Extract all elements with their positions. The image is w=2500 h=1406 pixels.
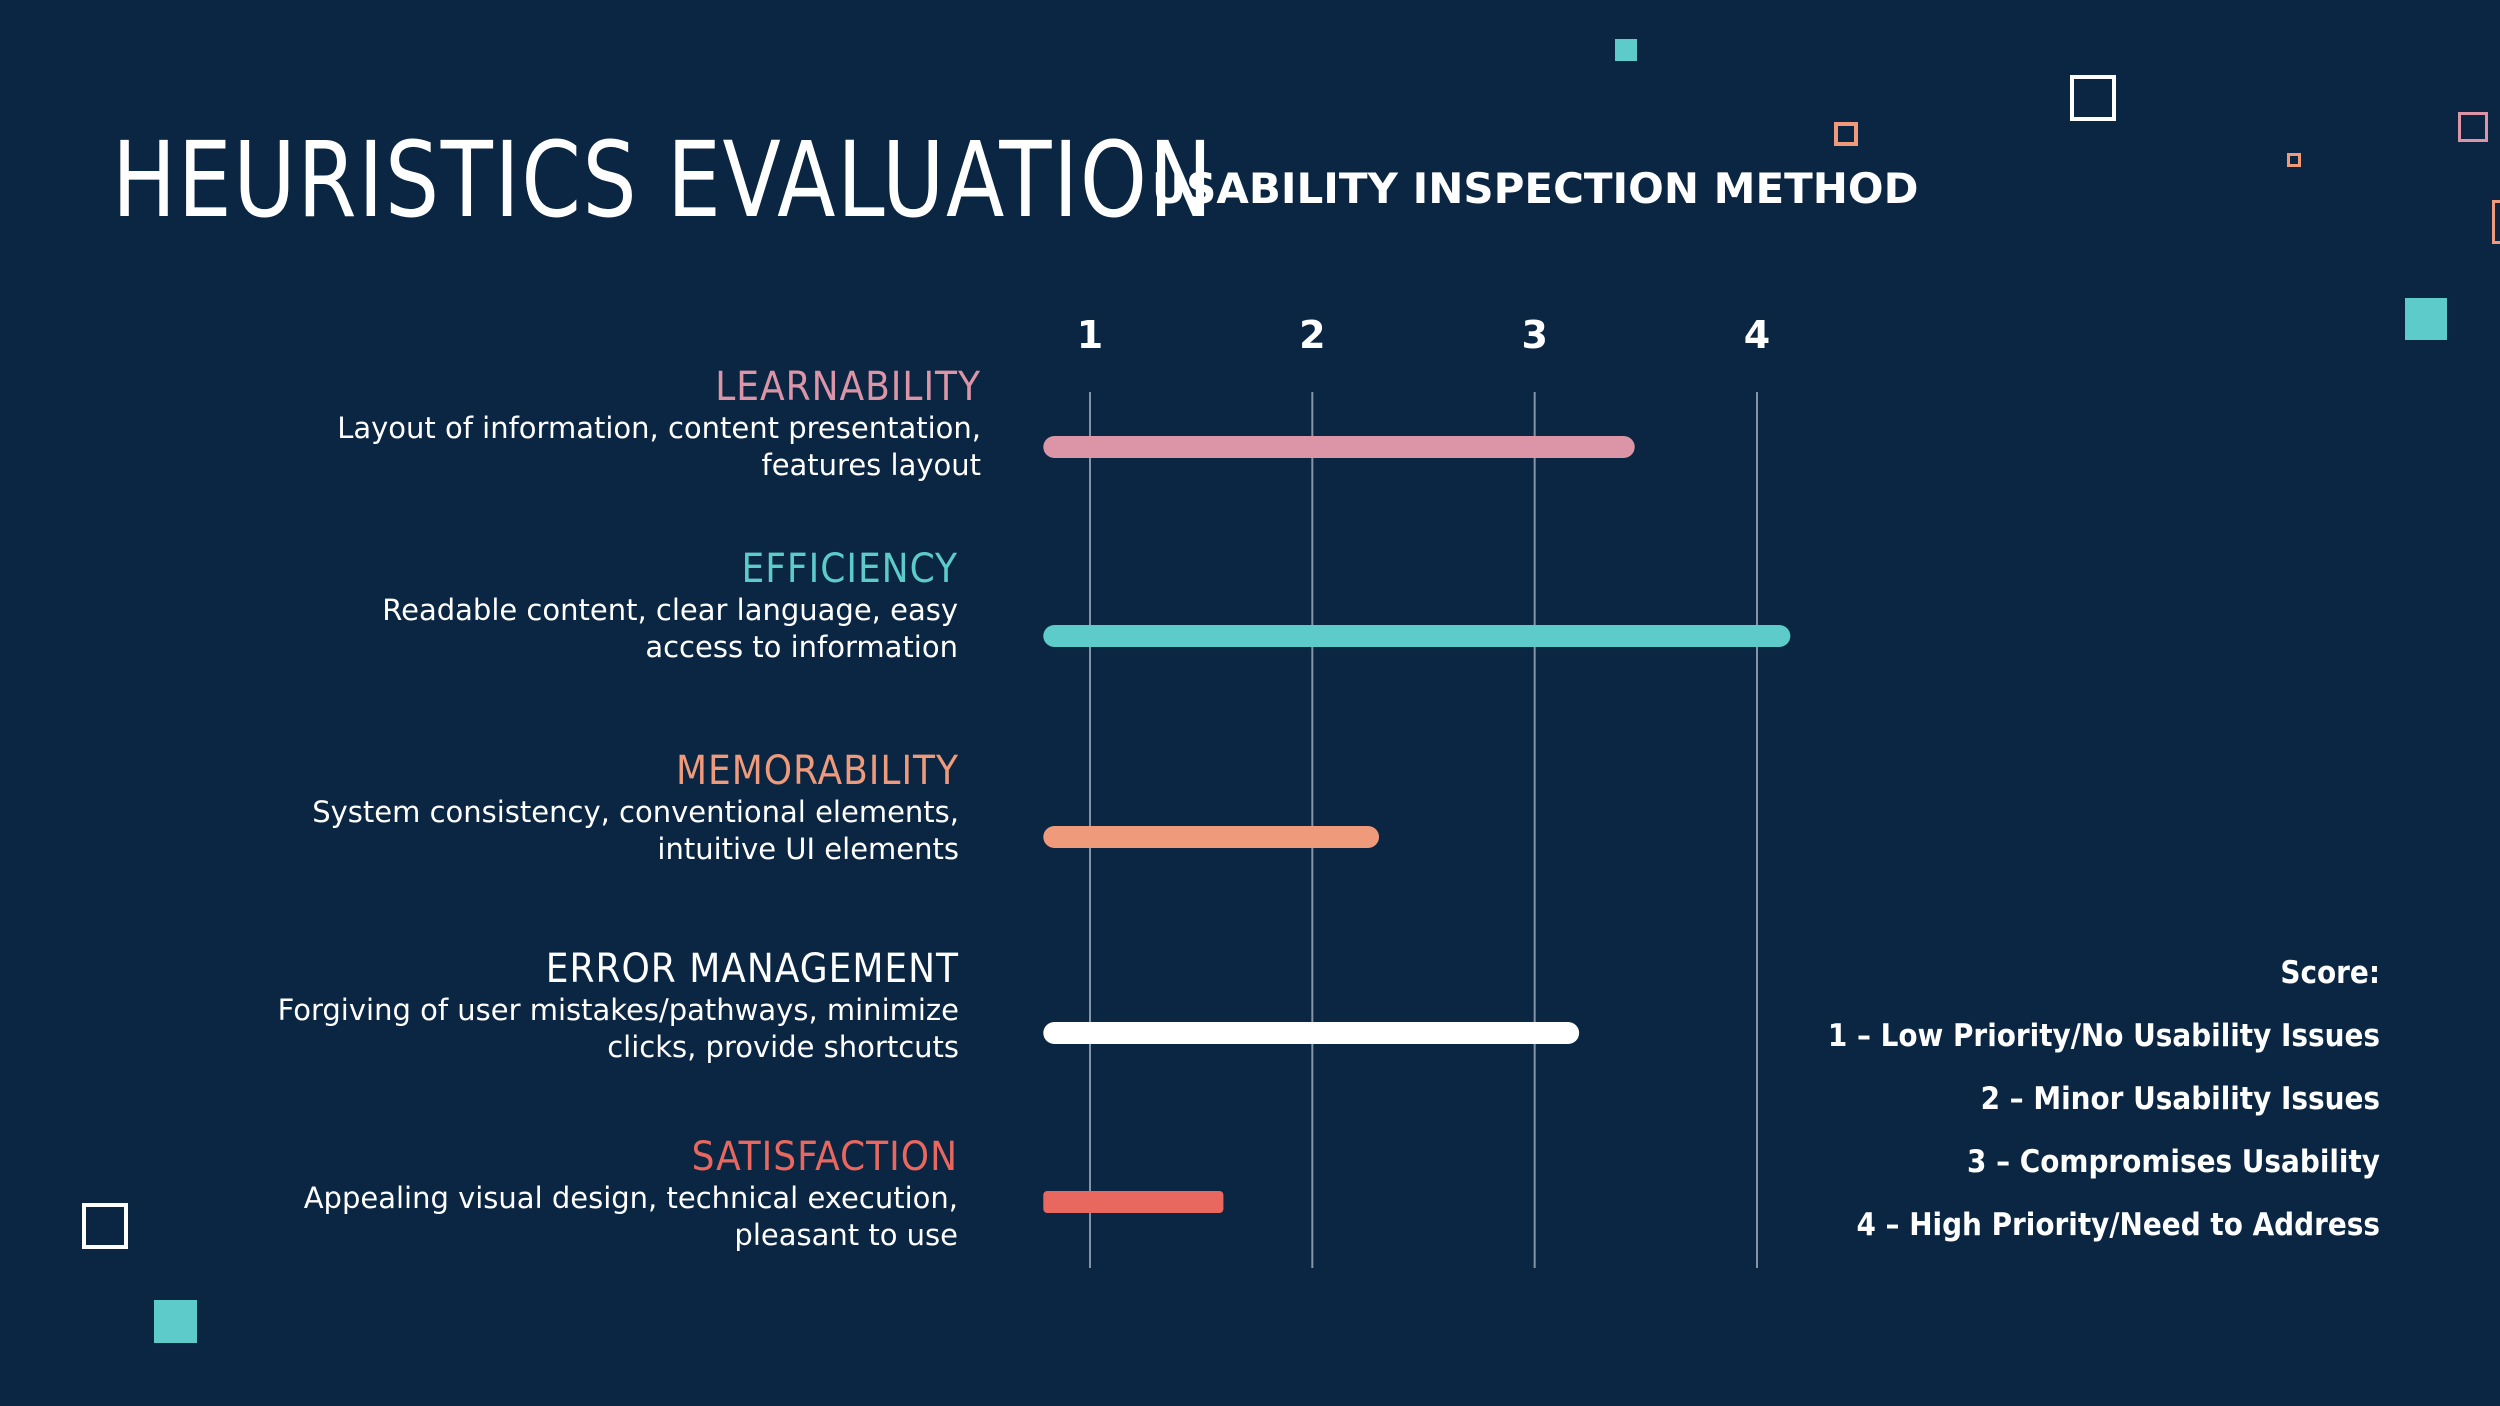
category-description: System consistency, conventional element… [312, 795, 959, 866]
x-tick-label: 1 [1077, 313, 1103, 357]
legend-heading: Score: [2280, 955, 2380, 991]
category-description: Readable content, clear language, easy a… [382, 593, 958, 664]
bar-error-management [1043, 1022, 1580, 1044]
category-memorability: MEMORABILITY System consistency, convent… [312, 748, 959, 868]
legend-item-3: 3 – Compromises Usability [1967, 1144, 2380, 1180]
score-legend: Score: 1 – Low Priority/No Usability Iss… [1828, 942, 2380, 1257]
x-tick-label: 4 [1744, 313, 1770, 357]
category-description: Forgiving of user mistakes/pathways, min… [277, 993, 959, 1064]
decor-square-teal [154, 1300, 197, 1343]
category-title: ERROR MANAGEMENT [545, 946, 959, 992]
category-title: LEARNABILITY [715, 364, 981, 410]
legend-item-2: 2 – Minor Usability Issues [1980, 1081, 2380, 1117]
x-tick-label: 2 [1299, 313, 1325, 357]
category-error-management: ERROR MANAGEMENT Forgiving of user mista… [278, 946, 959, 1066]
decor-square-outline [2458, 112, 2488, 142]
slide-title: HEURISTICS EVALUATION [112, 119, 1215, 241]
decor-square-outline [2492, 200, 2500, 244]
bar-efficiency [1043, 625, 1791, 647]
bar-satisfaction [1043, 1191, 1224, 1213]
category-learnability: LEARNABILITY Layout of information, cont… [337, 364, 981, 484]
slide-subtitle: USABILITY INSPECTION METHOD [1152, 164, 1919, 213]
category-description: Layout of information, content presentat… [337, 411, 981, 482]
category-description: Appealing visual design, technical execu… [303, 1181, 958, 1252]
x-tick-label: 3 [1521, 313, 1547, 357]
decor-square-outline [1834, 122, 1858, 146]
category-satisfaction: SATISFACTION Appealing visual design, te… [304, 1134, 958, 1254]
category-efficiency: EFFICIENCY Readable content, clear langu… [382, 546, 958, 666]
legend-item-1: 1 – Low Priority/No Usability Issues [1827, 1018, 2380, 1054]
category-title: MEMORABILITY [675, 748, 959, 794]
decor-square-outline [82, 1203, 128, 1249]
bar-learnability [1043, 436, 1635, 458]
legend-item-4: 4 – High Priority/Need to Address [1856, 1207, 2380, 1243]
decor-square-outline [2287, 153, 2301, 167]
decor-square-teal [1615, 39, 1637, 61]
decor-square-teal [2405, 298, 2447, 340]
category-title: SATISFACTION [691, 1134, 958, 1180]
bar-memorability [1043, 826, 1380, 848]
category-title: EFFICIENCY [741, 546, 958, 592]
decor-square-outline [2070, 75, 2116, 121]
